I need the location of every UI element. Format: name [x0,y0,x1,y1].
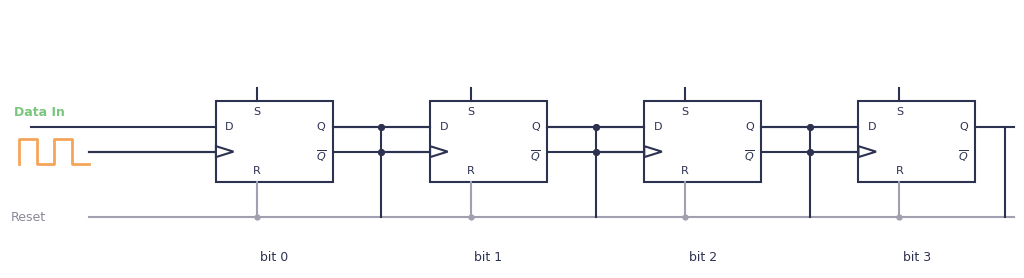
Text: S: S [682,107,689,117]
Text: $\overline{Q}$: $\overline{Q}$ [529,148,541,164]
FancyBboxPatch shape [216,101,333,182]
Text: Q: Q [316,122,326,132]
Text: D: D [439,122,447,132]
Text: R: R [467,166,475,176]
Text: $\overline{Q}$: $\overline{Q}$ [315,148,327,164]
Text: R: R [253,166,261,176]
Text: S: S [896,107,903,117]
Text: S: S [253,107,260,117]
Text: Q: Q [745,122,754,132]
Text: Q: Q [959,122,968,132]
Text: bit 2: bit 2 [689,251,717,264]
Text: Data In: Data In [14,106,66,119]
Text: S: S [467,107,474,117]
Text: bit 3: bit 3 [903,251,931,264]
Text: D: D [653,122,663,132]
Text: $\overline{Q}$: $\overline{Q}$ [744,148,755,164]
Text: Reset: Reset [10,211,45,224]
FancyBboxPatch shape [858,101,975,182]
Text: R: R [896,166,903,176]
Text: R: R [681,166,689,176]
Text: Q: Q [530,122,540,132]
Polygon shape [216,146,233,157]
Text: $\overline{Q}$: $\overline{Q}$ [958,148,969,164]
Text: D: D [225,122,233,132]
Text: D: D [868,122,877,132]
Polygon shape [644,146,662,157]
Polygon shape [430,146,447,157]
Text: bit 1: bit 1 [474,251,503,264]
Polygon shape [858,146,876,157]
FancyBboxPatch shape [430,101,547,182]
Text: bit 0: bit 0 [260,251,289,264]
FancyBboxPatch shape [644,101,761,182]
